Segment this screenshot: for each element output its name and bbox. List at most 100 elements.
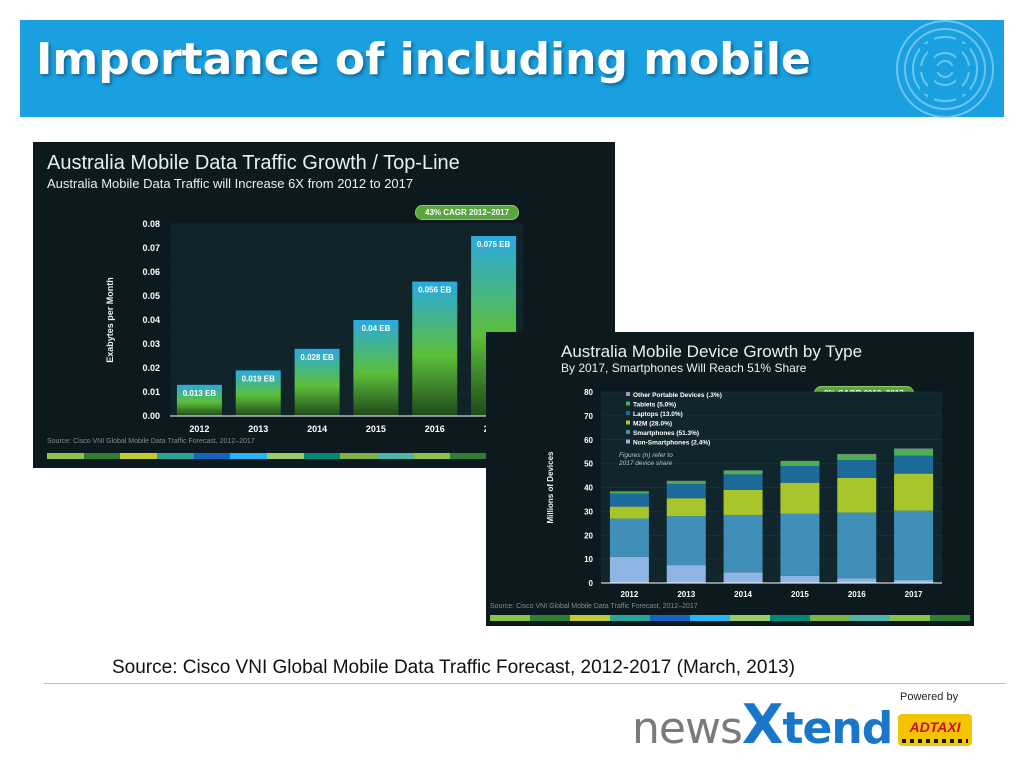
color-strip-segment <box>610 615 650 621</box>
chart-title: Australia Mobile Device Growth by Type <box>561 342 863 361</box>
color-strip-segment <box>303 453 341 459</box>
stacked-bar-segment <box>609 506 649 519</box>
x-tick-label: 2016 <box>848 590 866 599</box>
data-label: 0.019 EB <box>242 374 276 383</box>
stacked-bar-segment <box>609 491 649 494</box>
y-tick-label: 40 <box>584 484 593 493</box>
stacked-bar-segment <box>780 466 820 483</box>
x-tick-label: 2013 <box>248 424 268 434</box>
logo-news-text: news <box>632 703 743 754</box>
y-axis-label: Exabytes per Month <box>105 277 115 363</box>
legend-entry: M2M (28.0%) <box>633 421 672 428</box>
color-strip-segment <box>730 615 770 621</box>
stacked-bar-chart-plot: 0 10 20 30 40 50 60 70 80 Millions of Devices 2012… <box>546 388 942 599</box>
legend-swatch <box>626 401 630 406</box>
legend-swatch <box>626 392 630 396</box>
legend-entry: Tablets (5.0%) <box>633 402 676 409</box>
color-strip-segment <box>413 453 451 459</box>
stacked-bar-segment <box>837 578 877 583</box>
bar <box>176 384 222 416</box>
chart-source: Source: Cisco VNI Global Mobile Data Tra… <box>47 438 255 445</box>
y-tick-label: 0.07 <box>142 243 160 253</box>
data-label: 0.04 EB <box>361 324 390 333</box>
y-tick-label: 0.02 <box>142 363 160 373</box>
chart-title: Australia Mobile Data Traffic Growth / T… <box>47 152 460 174</box>
y-axis-label: Millions of Devices <box>546 451 555 524</box>
color-strip-segment <box>156 453 194 459</box>
y-tick-label: 0.03 <box>142 339 160 349</box>
stacked-bar-segment <box>780 513 820 576</box>
legend-entry: Smartphones (51.3%) <box>633 430 699 437</box>
adtaxi-logo-text: ADTAXI <box>909 719 961 735</box>
x-tick-label: 2017 <box>905 590 923 599</box>
chart-note: 2017 device share <box>618 460 673 467</box>
logo-tend-text: tend <box>782 703 894 754</box>
title-banner: Importance of including mobile <box>20 20 1004 118</box>
data-label: 0.056 EB <box>418 286 452 295</box>
x-tick-label: 2013 <box>677 590 695 599</box>
y-tick-label: 30 <box>584 507 593 516</box>
legend-entry: Other Portable Devices (.3%) <box>633 392 722 399</box>
x-tick-label: 2015 <box>366 424 386 434</box>
data-label: 0.075 EB <box>477 240 511 249</box>
logo-x-text: X <box>741 693 784 756</box>
y-tick-label: 50 <box>584 460 593 469</box>
stacked-bar-segment <box>780 482 820 514</box>
color-strip-segment <box>340 453 377 459</box>
color-strip-segment <box>83 453 121 459</box>
chart-source: Source: Cisco VNI Global Mobile Data Tra… <box>490 603 698 610</box>
y-tick-label: 0.04 <box>142 315 160 325</box>
x-tick-label: 2016 <box>425 424 445 434</box>
color-strip-segment <box>376 453 414 459</box>
stacked-bar-segment <box>723 489 763 515</box>
color-strip-segment <box>230 453 267 459</box>
color-strip-segment <box>570 615 610 621</box>
chart-note: Figures (n) refer to <box>619 452 673 459</box>
y-tick-label: 70 <box>584 412 593 421</box>
slide-title: Importance of including mobile <box>36 34 811 85</box>
y-tick-label: 20 <box>584 531 593 540</box>
color-strip-segment <box>490 615 530 621</box>
x-tick-label: 2012 <box>621 590 639 599</box>
data-label: 0.028 EB <box>300 353 334 362</box>
data-label: 0.013 EB <box>183 389 217 398</box>
stacked-bar-segment <box>723 514 763 573</box>
stacked-bar-segment <box>894 579 934 583</box>
x-tick-label: 2014 <box>307 424 327 434</box>
color-strip-segment <box>890 615 930 621</box>
color-strip-segment <box>266 453 304 459</box>
stacked-bar-segment <box>723 572 763 583</box>
checker-stripe-icon <box>902 739 968 743</box>
stacked-bar-segment <box>666 516 706 566</box>
y-tick-label: 0.05 <box>142 291 160 301</box>
stacked-bar-segment <box>723 474 763 490</box>
y-tick-label: 0.06 <box>142 267 160 277</box>
stacked-bar-segment <box>894 455 934 474</box>
stacked-bar-segment <box>666 483 706 499</box>
bar-chart-plot: 0.00 0.01 0.02 0.03 0.04 0.05 0.06 0.07 0.08 Exab… <box>105 219 523 434</box>
legend-swatch <box>626 411 630 415</box>
color-strip-segment <box>120 453 157 459</box>
y-tick-label: 60 <box>584 436 593 445</box>
chart-subtitle: Australia Mobile Data Traffic will Incre… <box>47 176 414 191</box>
color-strip-segment <box>193 453 231 459</box>
y-tick-label: 0.08 <box>142 219 160 229</box>
stacked-bar-segment <box>723 470 763 475</box>
color-strip-segment <box>690 615 730 621</box>
y-tick-label: 80 <box>584 388 593 397</box>
color-strip-segment <box>930 615 970 621</box>
bar <box>353 320 399 416</box>
stacked-bar-segment <box>837 454 877 461</box>
traffic-growth-chart: Australia Mobile Data Traffic Growth / T… <box>33 142 615 468</box>
legend-swatch <box>626 420 630 425</box>
color-strip-segment <box>850 615 890 621</box>
stacked-bar-segment <box>666 565 706 583</box>
legend-entry: Laptops (13.0%) <box>633 411 683 418</box>
legend-swatch <box>626 439 630 444</box>
cagr-badge: 43% CAGR 2012–2017 <box>415 205 520 220</box>
color-strip-segment <box>450 453 487 459</box>
fingerprint-logo-icon <box>896 20 994 118</box>
stacked-bar-segment <box>837 512 877 579</box>
chart-subtitle: By 2017, Smartphones Will Reach 51% Shar… <box>561 361 807 375</box>
powered-by-label: Powered by <box>900 691 959 703</box>
